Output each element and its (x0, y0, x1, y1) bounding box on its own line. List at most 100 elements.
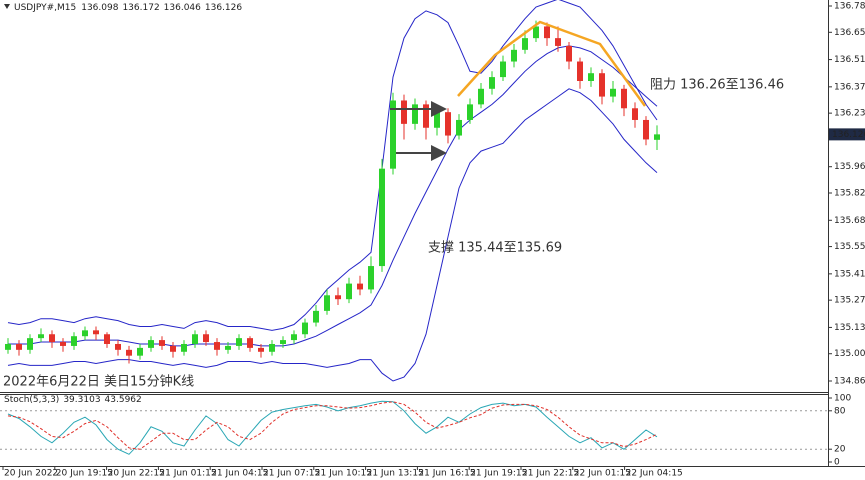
symbol-icon (4, 4, 10, 9)
candle-body (368, 266, 374, 290)
y-tick-label: 135.275 (834, 296, 865, 306)
candle-body (401, 100, 407, 124)
candle-body (49, 334, 55, 343)
y-tick-label: 135.000 (834, 349, 865, 359)
candle-body (104, 334, 110, 344)
candle-body (16, 343, 22, 350)
candle-body (577, 61, 583, 81)
candle-body (291, 334, 297, 341)
y-tick-label: 134.860 (834, 377, 865, 387)
candle-body (357, 283, 363, 290)
candle-body (522, 38, 528, 50)
candle-body (335, 295, 341, 300)
x-tick-label: 20 Jun 22:15 (108, 469, 165, 479)
candle-body (236, 338, 242, 346)
x-tick-label: 21 Jun 16:15 (418, 469, 475, 479)
candle-body (500, 61, 506, 78)
y-tick-label: 100 (834, 394, 851, 404)
y-tick-label: 80 (834, 406, 846, 416)
candle-body (632, 108, 638, 120)
y-tick-label: 136.235 (834, 109, 865, 119)
candle-body (467, 104, 473, 120)
x-tick-label: 20 Jun 2022 (4, 469, 58, 479)
chart-header: USDJPY#,M15 136.098 136.172 136.046 136.126 (14, 3, 242, 13)
candle-body (324, 295, 330, 311)
candle-body (38, 334, 44, 339)
candle-body (654, 134, 660, 140)
y-tick-label: 135.550 (834, 242, 865, 252)
x-tick-label: 21 Jun 22:15 (522, 469, 579, 479)
candle-body (610, 88, 616, 97)
candle-body (489, 77, 495, 89)
stoch-main-value: 39.3103 (63, 395, 100, 405)
low-value: 136.046 (164, 3, 201, 13)
current-price-label: 136.126 (832, 130, 865, 140)
x-tick-label: 21 Jun 01:15 (159, 469, 216, 479)
stoch-label: Stoch(5,3,3) (4, 395, 59, 405)
x-tick-label: 22 Jun 04:15 (626, 469, 683, 479)
candle-body (225, 345, 231, 350)
resistance-trendline (457, 20, 647, 107)
y-tick-label: 135.135 (834, 323, 865, 333)
y-tick-label: 20 (834, 445, 846, 455)
annotation: 支撑 135.44至135.69 (428, 241, 562, 256)
candle-body (148, 340, 154, 348)
candle-body (170, 345, 176, 352)
candle-body (126, 349, 132, 356)
candle-body (621, 88, 627, 109)
candle-body (456, 119, 462, 136)
candle-body (71, 336, 77, 346)
x-tick-label: 21 Jun 04:15 (211, 469, 268, 479)
x-tick-label: 20 Jun 19:15 (56, 469, 113, 479)
candle-body (478, 88, 484, 105)
candle-body (5, 343, 11, 350)
band-lower (7, 88, 658, 382)
candle-body (434, 112, 440, 128)
candle-body (379, 168, 385, 267)
x-tick-label: 22 Jun 01:15 (574, 469, 631, 479)
y-tick-label: 135.410 (834, 269, 865, 279)
x-tick-label: 21 Jun 07:15 (263, 469, 320, 479)
price-panel (5, 0, 660, 382)
band-middle (8, 45, 658, 347)
candle-body (181, 343, 187, 352)
candle-body (346, 283, 352, 300)
candle-body (203, 334, 209, 343)
candle-body (412, 104, 418, 124)
x-tick-label: 21 Jun 13:15 (367, 469, 424, 479)
candle-body (137, 347, 143, 356)
candle-body (82, 330, 88, 337)
y-tick-label: 135.825 (834, 189, 865, 199)
y-tick-label: 0 (834, 458, 840, 468)
candle-body (93, 330, 99, 335)
annotation: 阻力 136.26至136.46 (650, 78, 784, 93)
current-price-box (829, 128, 865, 141)
candle-body (555, 38, 561, 46)
candle-body (258, 347, 264, 352)
stoch-header: Stoch(5,3,3) 39.3103 43.5962 (4, 395, 142, 405)
candle-body (60, 342, 66, 346)
y-tick-label: 136.650 (834, 28, 865, 38)
candle-body (566, 45, 572, 62)
candle-body (214, 342, 220, 350)
candle-body (588, 73, 594, 81)
candle-body (544, 26, 550, 39)
y-tick-label: 136.785 (834, 2, 865, 12)
candle-body (192, 334, 198, 344)
high-value: 136.172 (122, 3, 159, 13)
candle-body (159, 340, 165, 346)
candle-body (445, 112, 451, 136)
candle-body (511, 49, 517, 62)
candle-body (27, 338, 33, 350)
x-tick-label: 21 Jun 19:15 (470, 469, 527, 479)
stoch-signal-value: 43.5962 (105, 395, 142, 405)
stoch-line (7, 400, 658, 455)
band-upper (7, 0, 658, 331)
y-tick-label: 135.685 (834, 216, 865, 226)
symbol: USDJPY#,M15 (14, 3, 76, 13)
y-tick-label: 136.370 (834, 82, 865, 92)
